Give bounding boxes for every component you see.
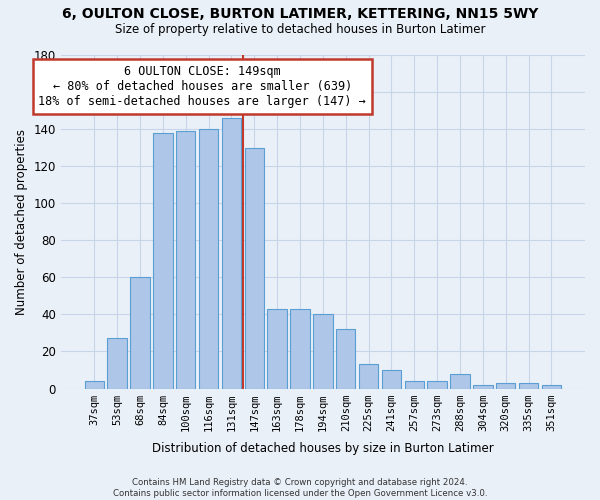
Text: 6 OULTON CLOSE: 149sqm
← 80% of detached houses are smaller (639)
18% of semi-de: 6 OULTON CLOSE: 149sqm ← 80% of detached… xyxy=(38,65,366,108)
Bar xyxy=(427,381,447,388)
Bar xyxy=(222,118,241,388)
Bar xyxy=(382,370,401,388)
Text: 6, OULTON CLOSE, BURTON LATIMER, KETTERING, NN15 5WY: 6, OULTON CLOSE, BURTON LATIMER, KETTERI… xyxy=(62,8,538,22)
Bar xyxy=(176,131,196,388)
Text: Contains HM Land Registry data © Crown copyright and database right 2024.
Contai: Contains HM Land Registry data © Crown c… xyxy=(113,478,487,498)
Y-axis label: Number of detached properties: Number of detached properties xyxy=(15,129,28,315)
Bar xyxy=(519,383,538,388)
Bar xyxy=(85,381,104,388)
Bar xyxy=(451,374,470,388)
Bar xyxy=(473,385,493,388)
Bar xyxy=(359,364,379,388)
Bar xyxy=(496,383,515,388)
Bar xyxy=(199,129,218,388)
Bar xyxy=(313,314,332,388)
Bar xyxy=(404,381,424,388)
Bar xyxy=(268,309,287,388)
Bar xyxy=(153,133,173,388)
Bar xyxy=(245,148,264,388)
Bar xyxy=(290,309,310,388)
Bar xyxy=(336,329,355,388)
X-axis label: Distribution of detached houses by size in Burton Latimer: Distribution of detached houses by size … xyxy=(152,442,494,455)
Bar xyxy=(107,338,127,388)
Bar xyxy=(542,385,561,388)
Text: Size of property relative to detached houses in Burton Latimer: Size of property relative to detached ho… xyxy=(115,22,485,36)
Bar xyxy=(130,278,150,388)
